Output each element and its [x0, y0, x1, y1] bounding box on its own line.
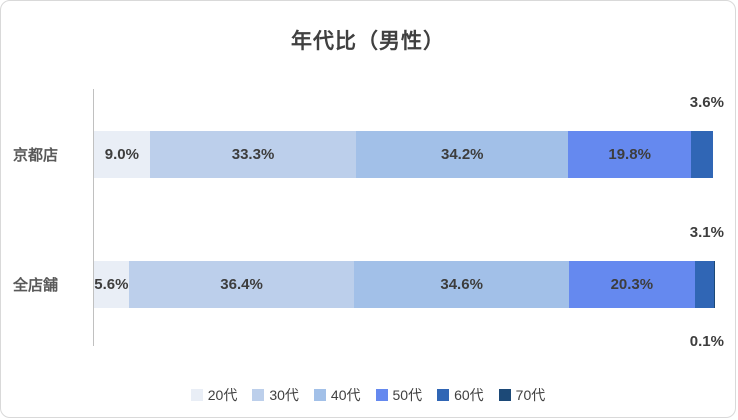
- value-label-outside: 3.1%: [689, 224, 724, 241]
- value-label: 9.0%: [104, 146, 139, 163]
- value-label: 5.6%: [94, 276, 129, 293]
- legend: 20代 30代 40代 50代 60代 70代: [1, 388, 735, 402]
- segment-20代: 9.0%: [94, 131, 150, 178]
- segment-50代: 20.3%: [568, 261, 695, 308]
- value-label: 36.4%: [220, 276, 263, 293]
- legend-swatch-icon: [190, 389, 203, 401]
- legend-label: 60代: [454, 387, 484, 403]
- segment-40代: 34.6%: [354, 261, 569, 308]
- legend-swatch-icon: [313, 389, 326, 401]
- segment-60代: [691, 131, 714, 178]
- segment-30代: 33.3%: [149, 131, 357, 178]
- legend-item-40代: 40代: [313, 387, 361, 403]
- segment-20代: 5.6%: [94, 261, 129, 308]
- segment-40代: 34.2%: [356, 131, 569, 178]
- chart-title: 年代比（男性）: [291, 30, 445, 53]
- legend-item-50代: 50代: [375, 387, 423, 403]
- legend-item-20代: 20代: [190, 387, 238, 403]
- legend-swatch-icon: [437, 389, 450, 401]
- legend-swatch-icon: [375, 389, 388, 401]
- category-label-all-stores: 全店舗: [13, 277, 59, 294]
- value-label: 34.2%: [440, 146, 484, 163]
- segment-30代: 36.4%: [128, 261, 355, 308]
- legend-label: 40代: [330, 387, 361, 403]
- legend-item-60代: 60代: [437, 388, 484, 402]
- plot-area: 9.0% 33.3% 34.2% 19.8% 3.6% 5.6% 36.4% 34.6% 20.…: [93, 89, 724, 349]
- legend-label: 70代: [515, 387, 546, 403]
- legend-item-30代: 30代: [252, 388, 299, 402]
- legend-label: 20代: [207, 387, 238, 403]
- value-label: 33.3%: [231, 146, 275, 163]
- bar-京都店: 9.0% 33.3% 34.2% 19.8%: [94, 131, 714, 178]
- legend-item-70代: 70代: [498, 387, 546, 403]
- value-label: 20.3%: [610, 276, 654, 293]
- category-label-kyoto: 京都店: [13, 147, 59, 164]
- legend-label: 50代: [392, 387, 423, 403]
- legend-swatch-icon: [252, 389, 265, 401]
- value-label: 34.6%: [440, 276, 483, 293]
- segment-50代: 19.8%: [568, 131, 692, 178]
- value-label-outside: 3.6%: [689, 94, 724, 111]
- bar-全店舗: 5.6% 36.4% 34.6% 20.3%: [94, 261, 715, 308]
- legend-swatch-icon: [498, 389, 511, 401]
- segment-60代: [694, 261, 714, 308]
- value-label-outside: 0.1%: [689, 333, 724, 350]
- value-label: 19.8%: [608, 146, 651, 163]
- legend-label: 30代: [269, 387, 299, 403]
- segment-70代: [713, 261, 715, 308]
